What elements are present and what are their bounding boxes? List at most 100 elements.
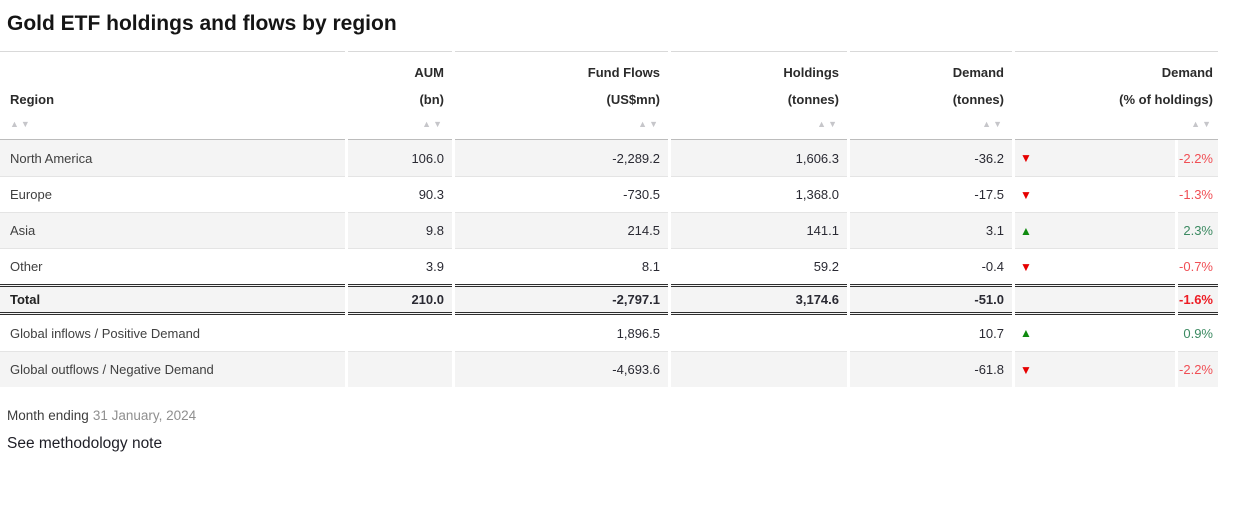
month-ending-label: Month ending — [7, 408, 89, 423]
table-row: Other 3.9 8.1 59.2 -0.4 ▼ -0.7% — [0, 248, 1218, 284]
region-cell: Asia — [0, 212, 345, 248]
region-cell: Total — [0, 284, 345, 315]
demand-tonnes-cell: -17.5 — [850, 176, 1012, 212]
holdings-cell: 3,174.6 — [671, 284, 847, 315]
month-ending-date: 31 January, 2024 — [92, 408, 197, 423]
column-header-demand-pct: Demand (% of holdings) ▲▼ — [1015, 51, 1218, 140]
table-row: Global inflows / Positive Demand 1,896.5… — [0, 315, 1218, 351]
month-ending-line: Month ending 31 January, 2024 — [7, 408, 1238, 423]
demand-pct-cell: -0.7% — [1178, 248, 1218, 284]
fund-flows-cell: -2,797.1 — [455, 284, 668, 315]
sort-asc-icon: ▲ — [422, 119, 434, 129]
table-body: North America 106.0 -2,289.2 1,606.3 -36… — [0, 140, 1238, 387]
demand-tonnes-cell: 3.1 — [850, 212, 1012, 248]
column-header-line1: AUM — [414, 65, 444, 80]
holdings-cell: 1,368.0 — [671, 176, 847, 212]
demand-pct-cell: -1.6% — [1178, 284, 1218, 315]
demand-direction-cell: ▼ — [1015, 176, 1175, 212]
region-cell: Global inflows / Positive Demand — [0, 315, 345, 351]
fund-flows-cell: -4,693.6 — [455, 351, 668, 387]
table-header-row: Region ▲▼ AUM (bn) ▲▼ Fund Flows (US$mn)… — [0, 51, 1218, 140]
direction-arrow-icon: ▼ — [1020, 362, 1032, 377]
sort-desc-icon: ▼ — [433, 119, 444, 129]
column-header-label: (tonnes) — [787, 92, 839, 107]
table-row: Asia 9.8 214.5 141.1 3.1 ▲ 2.3% — [0, 212, 1218, 248]
sort-asc-icon: ▲ — [982, 119, 994, 129]
demand-tonnes-cell: -0.4 — [850, 248, 1012, 284]
fund-flows-cell: 8.1 — [455, 248, 668, 284]
column-header-label: Region — [10, 92, 55, 107]
direction-arrow-icon: ▼ — [1020, 259, 1032, 274]
sort-desc-icon: ▼ — [828, 119, 839, 129]
column-header-line1: Demand — [952, 65, 1004, 80]
sort-desc-icon: ▼ — [993, 119, 1004, 129]
sort-control-aum[interactable]: ▲▼ — [348, 113, 444, 139]
fund-flows-cell: -2,289.2 — [455, 140, 668, 176]
demand-direction-cell: ▼ — [1015, 248, 1175, 284]
direction-arrow-icon: ▲ — [1020, 223, 1032, 238]
column-header-label: (tonnes) — [952, 92, 1004, 107]
sort-control-demand-pct[interactable]: ▲▼ — [1015, 113, 1213, 139]
aum-cell — [348, 315, 452, 351]
sort-control-holdings[interactable]: ▲▼ — [671, 113, 839, 139]
demand-tonnes-cell: 10.7 — [850, 315, 1012, 351]
direction-arrow-icon: ▼ — [1020, 187, 1032, 202]
holdings-cell — [671, 351, 847, 387]
column-header-line1: Holdings — [783, 65, 839, 80]
sort-asc-icon: ▲ — [817, 119, 829, 129]
demand-direction-cell: ▼ — [1015, 351, 1175, 387]
page-title: Gold ETF holdings and flows by region — [7, 12, 397, 35]
table-footer: Month ending 31 January, 2024 See methodo… — [7, 408, 1238, 453]
sort-desc-icon: ▼ — [1202, 119, 1213, 129]
sort-asc-icon: ▲ — [10, 119, 21, 129]
demand-pct-cell: 0.9% — [1178, 315, 1218, 351]
demand-tonnes-cell: -51.0 — [850, 284, 1012, 315]
column-header-label: (US$mn) — [606, 92, 660, 107]
region-cell: Europe — [0, 176, 345, 212]
holdings-cell: 141.1 — [671, 212, 847, 248]
aum-cell: 106.0 — [348, 140, 452, 176]
demand-pct-cell: 2.3% — [1178, 212, 1218, 248]
direction-arrow-icon: ▲ — [1020, 326, 1032, 340]
fund-flows-cell: 214.5 — [455, 212, 668, 248]
table-row: North America 106.0 -2,289.2 1,606.3 -36… — [0, 140, 1218, 176]
holdings-cell — [671, 315, 847, 351]
demand-direction-cell: ▲ — [1015, 212, 1175, 248]
region-cell: North America — [0, 140, 345, 176]
demand-direction-cell — [1015, 284, 1175, 315]
table-row: Europe 90.3 -730.5 1,368.0 -17.5 ▼ -1.3% — [0, 176, 1218, 212]
demand-pct-cell: -2.2% — [1178, 351, 1218, 387]
direction-arrow-icon: ▼ — [1020, 151, 1032, 165]
sort-desc-icon: ▼ — [20, 119, 32, 129]
methodology-link[interactable]: See methodology note — [7, 435, 163, 452]
sort-control-region[interactable]: ▲▼ — [10, 113, 345, 139]
aum-cell: 9.8 — [348, 212, 452, 248]
table-row: Global outflows / Negative Demand -4,693… — [0, 351, 1218, 387]
table-row: Total 210.0 -2,797.1 3,174.6 -51.0 -1.6% — [0, 284, 1218, 315]
demand-tonnes-cell: -36.2 — [850, 140, 1012, 176]
column-header-label: (% of holdings) — [1119, 92, 1213, 107]
demand-pct-cell: -1.3% — [1178, 176, 1218, 212]
sort-asc-icon: ▲ — [638, 119, 650, 129]
sort-asc-icon: ▲ — [1191, 119, 1203, 129]
fund-flows-cell: -730.5 — [455, 176, 668, 212]
column-header-fund-flows: Fund Flows (US$mn) ▲▼ — [455, 51, 668, 140]
demand-pct-cell: -2.2% — [1178, 140, 1218, 176]
fund-flows-cell: 1,896.5 — [455, 315, 668, 351]
demand-tonnes-cell: -61.8 — [850, 351, 1012, 387]
region-cell: Other — [0, 248, 345, 284]
aum-cell — [348, 351, 452, 387]
column-header-label: (bn) — [419, 92, 444, 107]
aum-cell: 210.0 — [348, 284, 452, 315]
holdings-cell: 59.2 — [671, 248, 847, 284]
column-header-region: Region ▲▼ — [0, 51, 345, 140]
sort-desc-icon: ▼ — [649, 119, 660, 129]
sort-control-fund-flows[interactable]: ▲▼ — [455, 113, 660, 139]
demand-direction-cell: ▲ — [1015, 315, 1175, 351]
aum-cell: 90.3 — [348, 176, 452, 212]
holdings-cell: 1,606.3 — [671, 140, 847, 176]
region-cell: Global outflows / Negative Demand — [0, 351, 345, 387]
gold-etf-table: Region ▲▼ AUM (bn) ▲▼ Fund Flows (US$mn)… — [0, 51, 1238, 387]
sort-control-demand-tonnes[interactable]: ▲▼ — [850, 113, 1004, 139]
